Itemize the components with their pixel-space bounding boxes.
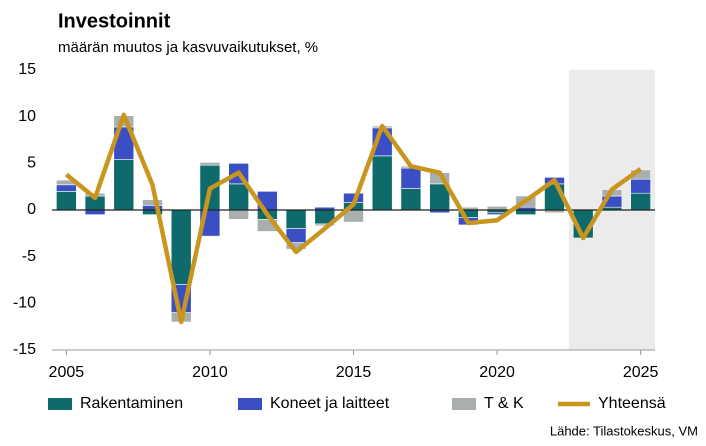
bar bbox=[199, 162, 221, 166]
y-tick-label: 15 bbox=[18, 61, 36, 78]
legend-label: Koneet ja laitteet bbox=[270, 395, 390, 412]
y-tick-label: 0 bbox=[27, 201, 36, 218]
y-tick-label: -10 bbox=[13, 295, 36, 312]
bar bbox=[228, 209, 249, 220]
x-tick-label: 2015 bbox=[336, 364, 372, 381]
bar bbox=[630, 178, 651, 194]
x-tick-label: 2020 bbox=[479, 364, 515, 381]
bar bbox=[285, 209, 307, 229]
y-tick-label: -5 bbox=[22, 248, 36, 265]
bar bbox=[228, 183, 249, 211]
source: Lähde: Tilastokeskus, VM bbox=[550, 423, 698, 438]
bar bbox=[142, 199, 163, 206]
bar bbox=[84, 209, 106, 215]
chart-subtitle: määrän muutos ja kasvuvaikutukset, % bbox=[58, 39, 318, 56]
x-tick-label: 2025 bbox=[623, 364, 659, 381]
bar bbox=[400, 188, 422, 211]
bar bbox=[113, 159, 135, 211]
y-tick-label: 10 bbox=[18, 108, 36, 125]
bar bbox=[56, 184, 77, 192]
chart-title: Investoinnit bbox=[58, 10, 171, 32]
x-tick-label: 2005 bbox=[49, 364, 85, 381]
legend-label: Yhteensä bbox=[598, 395, 666, 412]
legend-swatch bbox=[238, 398, 262, 410]
y-tick-label: -15 bbox=[13, 341, 36, 358]
legend-swatch bbox=[48, 398, 72, 410]
x-tick-label: 2010 bbox=[192, 364, 228, 381]
y-tick-label: 5 bbox=[27, 155, 36, 172]
bar bbox=[371, 155, 393, 211]
legend-swatch bbox=[452, 398, 476, 410]
legend-label: Rakentaminen bbox=[80, 395, 183, 412]
line bbox=[64, 112, 642, 325]
bar bbox=[170, 209, 192, 285]
bar bbox=[515, 209, 537, 215]
legend-label: T & K bbox=[484, 395, 524, 412]
bar bbox=[630, 192, 651, 211]
bar bbox=[400, 167, 422, 189]
bar bbox=[56, 191, 77, 211]
